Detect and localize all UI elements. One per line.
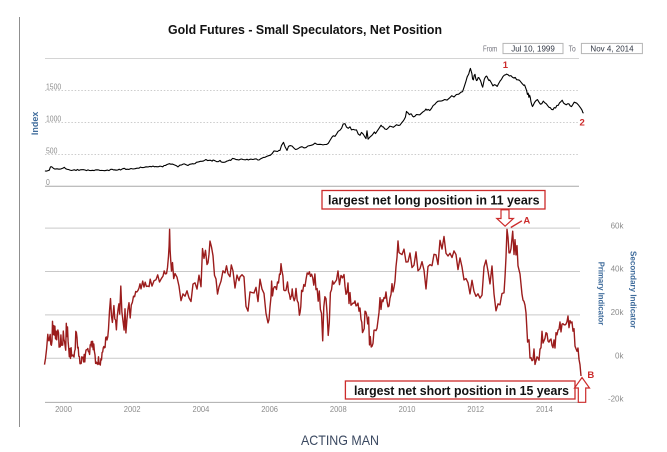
- svg-text:Index: Index: [30, 112, 40, 136]
- svg-text:2: 2: [580, 117, 585, 128]
- svg-text:1: 1: [503, 60, 509, 71]
- svg-text:Secondary Indicator: Secondary Indicator: [628, 251, 638, 329]
- svg-text:B: B: [587, 370, 594, 381]
- svg-text:60k: 60k: [611, 221, 625, 230]
- svg-text:1500: 1500: [46, 82, 62, 91]
- svg-text:20k: 20k: [611, 308, 625, 317]
- svg-text:0k: 0k: [615, 351, 624, 360]
- svg-text:2010: 2010: [399, 405, 416, 414]
- svg-text:Jul 10, 1999: Jul 10, 1999: [511, 44, 555, 53]
- svg-text:largest net short position in: largest net short position in 15 years: [354, 384, 569, 398]
- svg-text:largest net long position in 1: largest net long position in 11 years: [328, 194, 540, 208]
- svg-text:1000: 1000: [46, 114, 62, 123]
- svg-text:A: A: [523, 216, 530, 227]
- svg-text:2008: 2008: [330, 405, 347, 414]
- svg-text:Primary Indicator: Primary Indicator: [596, 262, 606, 326]
- svg-text:2006: 2006: [261, 405, 278, 414]
- svg-text:500: 500: [46, 146, 58, 155]
- svg-text:2014: 2014: [536, 405, 553, 414]
- svg-text:2012: 2012: [467, 405, 484, 414]
- svg-text:From: From: [483, 44, 497, 54]
- svg-text:ACTING MAN: ACTING MAN: [301, 432, 379, 448]
- svg-text:2002: 2002: [124, 405, 141, 414]
- svg-text:To: To: [569, 44, 576, 54]
- svg-text:0: 0: [46, 178, 50, 187]
- svg-text:Nov 4, 2014: Nov 4, 2014: [590, 44, 634, 53]
- svg-text:40k: 40k: [611, 265, 625, 274]
- svg-text:-20k: -20k: [608, 395, 625, 404]
- svg-text:2000: 2000: [55, 405, 72, 414]
- svg-text:2004: 2004: [193, 405, 210, 414]
- svg-text:Gold Futures - Small Speculato: Gold Futures - Small Speculators, Net Po…: [168, 22, 442, 37]
